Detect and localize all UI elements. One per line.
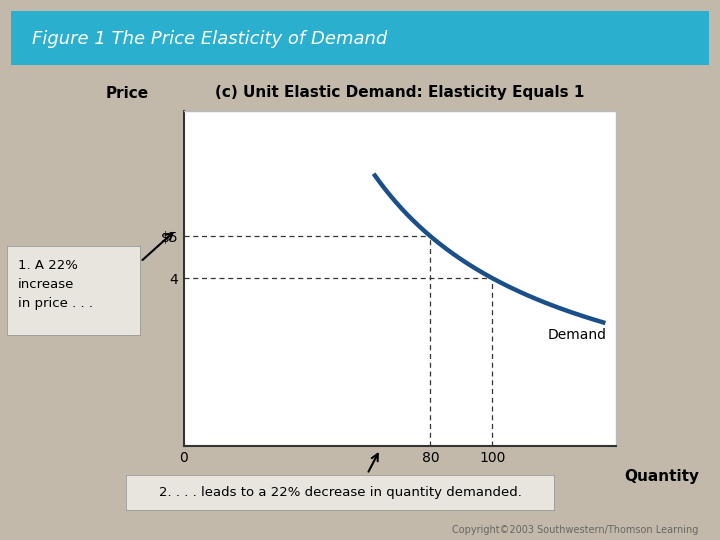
Text: Price: Price (106, 86, 149, 100)
Text: Copyright©2003 Southwestern/Thomson Learning: Copyright©2003 Southwestern/Thomson Lear… (452, 524, 698, 535)
FancyBboxPatch shape (0, 8, 720, 68)
Text: 2. . . . leads to a 22% decrease in quantity demanded.: 2. . . . leads to a 22% decrease in quan… (159, 486, 521, 500)
Text: Quantity: Quantity (624, 469, 699, 484)
Text: Figure 1 The Price Elasticity of Demand: Figure 1 The Price Elasticity of Demand (32, 30, 387, 48)
Text: (c) Unit Elastic Demand: Elasticity Equals 1: (c) Unit Elastic Demand: Elasticity Equa… (215, 85, 585, 100)
Text: 1. A 22%
increase
in price . . .: 1. A 22% increase in price . . . (18, 259, 93, 310)
Text: Demand: Demand (548, 328, 607, 342)
